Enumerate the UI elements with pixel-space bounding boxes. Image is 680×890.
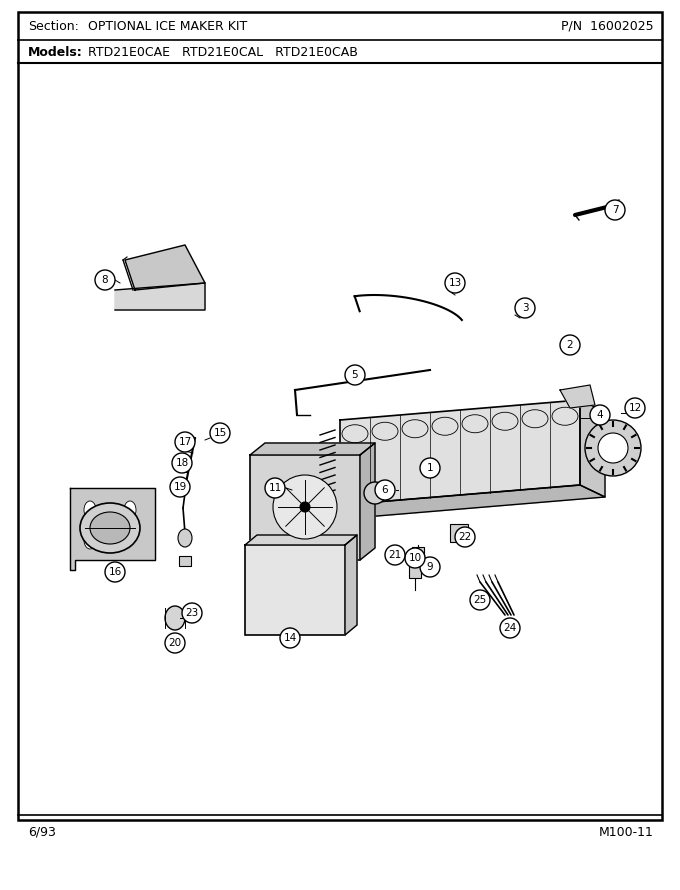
- Text: Models:: Models:: [28, 45, 83, 59]
- Ellipse shape: [165, 606, 185, 630]
- Circle shape: [95, 270, 115, 290]
- Text: 15: 15: [214, 428, 226, 438]
- Circle shape: [420, 458, 440, 478]
- Circle shape: [405, 548, 425, 568]
- Text: 22: 22: [458, 532, 472, 542]
- Polygon shape: [250, 443, 375, 455]
- Text: 24: 24: [503, 623, 517, 633]
- Circle shape: [625, 398, 645, 418]
- Circle shape: [560, 335, 580, 355]
- Text: P/N  16002025: P/N 16002025: [562, 20, 654, 33]
- Ellipse shape: [90, 512, 130, 544]
- Text: 8: 8: [102, 275, 108, 285]
- Text: 5: 5: [352, 370, 358, 380]
- Ellipse shape: [124, 501, 136, 519]
- Text: 4: 4: [596, 410, 603, 420]
- Circle shape: [445, 273, 465, 293]
- Text: 13: 13: [448, 278, 462, 288]
- Text: 18: 18: [175, 458, 188, 468]
- Text: 12: 12: [628, 403, 642, 413]
- Polygon shape: [340, 485, 605, 517]
- Circle shape: [273, 475, 337, 539]
- Bar: [409, 562, 421, 578]
- Circle shape: [265, 478, 285, 498]
- Circle shape: [280, 628, 300, 648]
- Circle shape: [455, 527, 475, 547]
- Text: 14: 14: [284, 633, 296, 643]
- Text: 16: 16: [108, 567, 122, 577]
- Polygon shape: [125, 245, 205, 290]
- Circle shape: [182, 603, 202, 623]
- Circle shape: [605, 200, 625, 220]
- Circle shape: [470, 590, 490, 610]
- Circle shape: [300, 502, 310, 512]
- Circle shape: [420, 557, 440, 577]
- Text: 21: 21: [388, 550, 402, 560]
- Polygon shape: [345, 535, 357, 635]
- Text: 10: 10: [409, 553, 422, 563]
- Circle shape: [585, 420, 641, 476]
- Circle shape: [515, 298, 535, 318]
- Polygon shape: [70, 488, 155, 570]
- Text: Section:: Section:: [28, 20, 79, 33]
- Polygon shape: [245, 535, 357, 545]
- Ellipse shape: [364, 482, 386, 504]
- Text: 6: 6: [381, 485, 388, 495]
- Circle shape: [172, 453, 192, 473]
- Text: 3: 3: [522, 303, 528, 313]
- Circle shape: [385, 545, 405, 565]
- Bar: [450, 524, 468, 542]
- Circle shape: [598, 433, 628, 463]
- Bar: [412, 547, 424, 563]
- Polygon shape: [560, 385, 595, 408]
- Text: M100-11: M100-11: [599, 826, 654, 838]
- Text: 1: 1: [426, 463, 433, 473]
- Bar: [179, 556, 191, 566]
- Text: 9: 9: [426, 562, 433, 572]
- Bar: [245, 545, 345, 635]
- Polygon shape: [360, 443, 375, 560]
- Circle shape: [175, 432, 195, 452]
- Circle shape: [165, 633, 185, 653]
- Circle shape: [375, 480, 395, 500]
- Bar: [250, 455, 360, 560]
- Text: 7: 7: [612, 205, 618, 215]
- Text: 2: 2: [566, 340, 573, 350]
- Circle shape: [500, 618, 520, 638]
- Ellipse shape: [80, 503, 140, 553]
- Circle shape: [170, 477, 190, 497]
- Text: 20: 20: [169, 638, 182, 648]
- Polygon shape: [580, 400, 605, 497]
- Ellipse shape: [178, 529, 192, 547]
- Text: 17: 17: [178, 437, 192, 447]
- Text: OPTIONAL ICE MAKER KIT: OPTIONAL ICE MAKER KIT: [88, 20, 248, 33]
- Ellipse shape: [84, 531, 96, 549]
- Text: 19: 19: [173, 482, 186, 492]
- Polygon shape: [340, 400, 580, 505]
- Circle shape: [105, 562, 125, 582]
- Text: 11: 11: [269, 483, 282, 493]
- Circle shape: [345, 365, 365, 385]
- Circle shape: [210, 423, 230, 443]
- Circle shape: [590, 405, 610, 425]
- Text: 23: 23: [186, 608, 199, 618]
- Text: RTD21E0CAE   RTD21E0CAL   RTD21E0CAB: RTD21E0CAE RTD21E0CAL RTD21E0CAB: [88, 45, 358, 59]
- Polygon shape: [115, 283, 205, 310]
- Ellipse shape: [84, 501, 96, 519]
- Text: 6/93: 6/93: [28, 826, 56, 838]
- Text: 25: 25: [473, 595, 487, 605]
